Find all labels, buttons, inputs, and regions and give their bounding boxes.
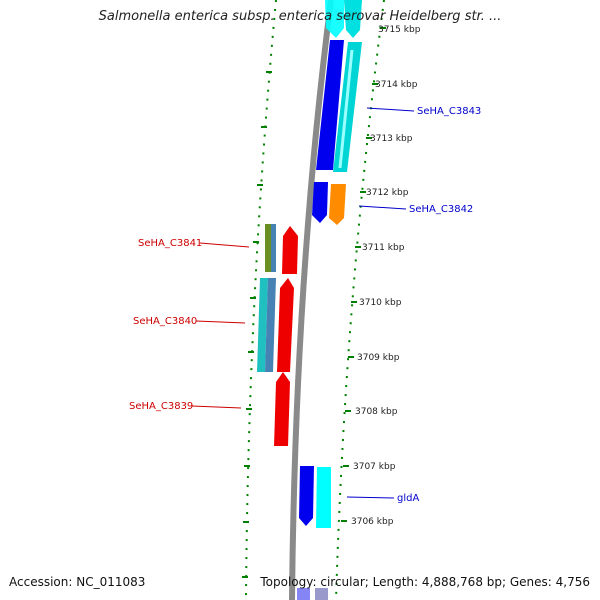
topology-label: Topology: circular; Length: 4,888,768 bp… — [260, 575, 590, 589]
genome-backbone — [289, 0, 334, 600]
feature-cds-forward[interactable] — [299, 466, 314, 526]
feature-steelblue[interactable] — [271, 224, 276, 272]
map-title: Salmonella enterica subsp. enterica sero… — [98, 9, 502, 24]
gene-label-SeHA_C3840[interactable]: SeHA_C3840 — [133, 316, 197, 327]
feature-gene-orange[interactable] — [329, 184, 346, 225]
gene-label-SeHA_C3841[interactable]: SeHA_C3841 — [138, 238, 202, 249]
leader-gldA — [346, 496, 395, 499]
gene-label-SeHA_C3839[interactable]: SeHA_C3839 — [129, 401, 193, 412]
scale-label-3707: 3707 kbp — [353, 462, 396, 472]
feature-cds-reverse[interactable] — [282, 226, 298, 274]
leader-SeHA_C3840 — [195, 320, 246, 324]
feature-gldA-cyan[interactable] — [316, 467, 331, 528]
gene-label-SeHA_C3842[interactable]: SeHA_C3842 — [409, 204, 473, 215]
feature-olive[interactable] — [265, 224, 271, 272]
feature-cds-reverse[interactable] — [274, 372, 290, 446]
leader-SeHA_C3839 — [191, 405, 242, 409]
accession-label: Accession: NC_011083 — [9, 575, 146, 589]
feature-cds-forward-highlight — [338, 49, 354, 169]
feature-partial-blue[interactable] — [297, 588, 310, 600]
scale-label-3708: 3708 kbp — [355, 407, 398, 417]
scale-label-3712: 3712 kbp — [366, 188, 409, 198]
leader-SeHA_C3842 — [358, 205, 407, 210]
outer-scale-ticks — [341, 27, 386, 522]
feature-cds-forward-top[interactable] — [344, 0, 362, 38]
gene-label-SeHA_C3843[interactable]: SeHA_C3843 — [417, 106, 481, 117]
feature-cds-forward[interactable] — [312, 182, 328, 223]
feature-steelblue-2[interactable] — [265, 278, 276, 372]
scale-label-3706: 3706 kbp — [351, 517, 394, 527]
feature-teal[interactable] — [257, 278, 268, 372]
gene-label-gldA[interactable]: gldA — [397, 493, 419, 504]
feature-partial-cyan[interactable] — [315, 588, 328, 600]
scale-label-3709: 3709 kbp — [357, 353, 400, 363]
leader-SeHA_C3843 — [366, 107, 415, 112]
scale-label-3713: 3713 kbp — [370, 134, 413, 144]
scale-label-3711: 3711 kbp — [362, 243, 405, 253]
scale-label-3710: 3710 kbp — [359, 298, 402, 308]
inner-scale-ticks — [242, 71, 272, 578]
feature-cds-forward[interactable] — [325, 0, 344, 38]
scale-label-3714: 3714 kbp — [375, 80, 418, 90]
feature-cds-reverse[interactable] — [277, 278, 294, 372]
leader-SeHA_C3841 — [199, 242, 250, 248]
scale-label-3715: 3715 kbp — [378, 25, 421, 35]
feature-cds-forward[interactable] — [316, 40, 344, 170]
